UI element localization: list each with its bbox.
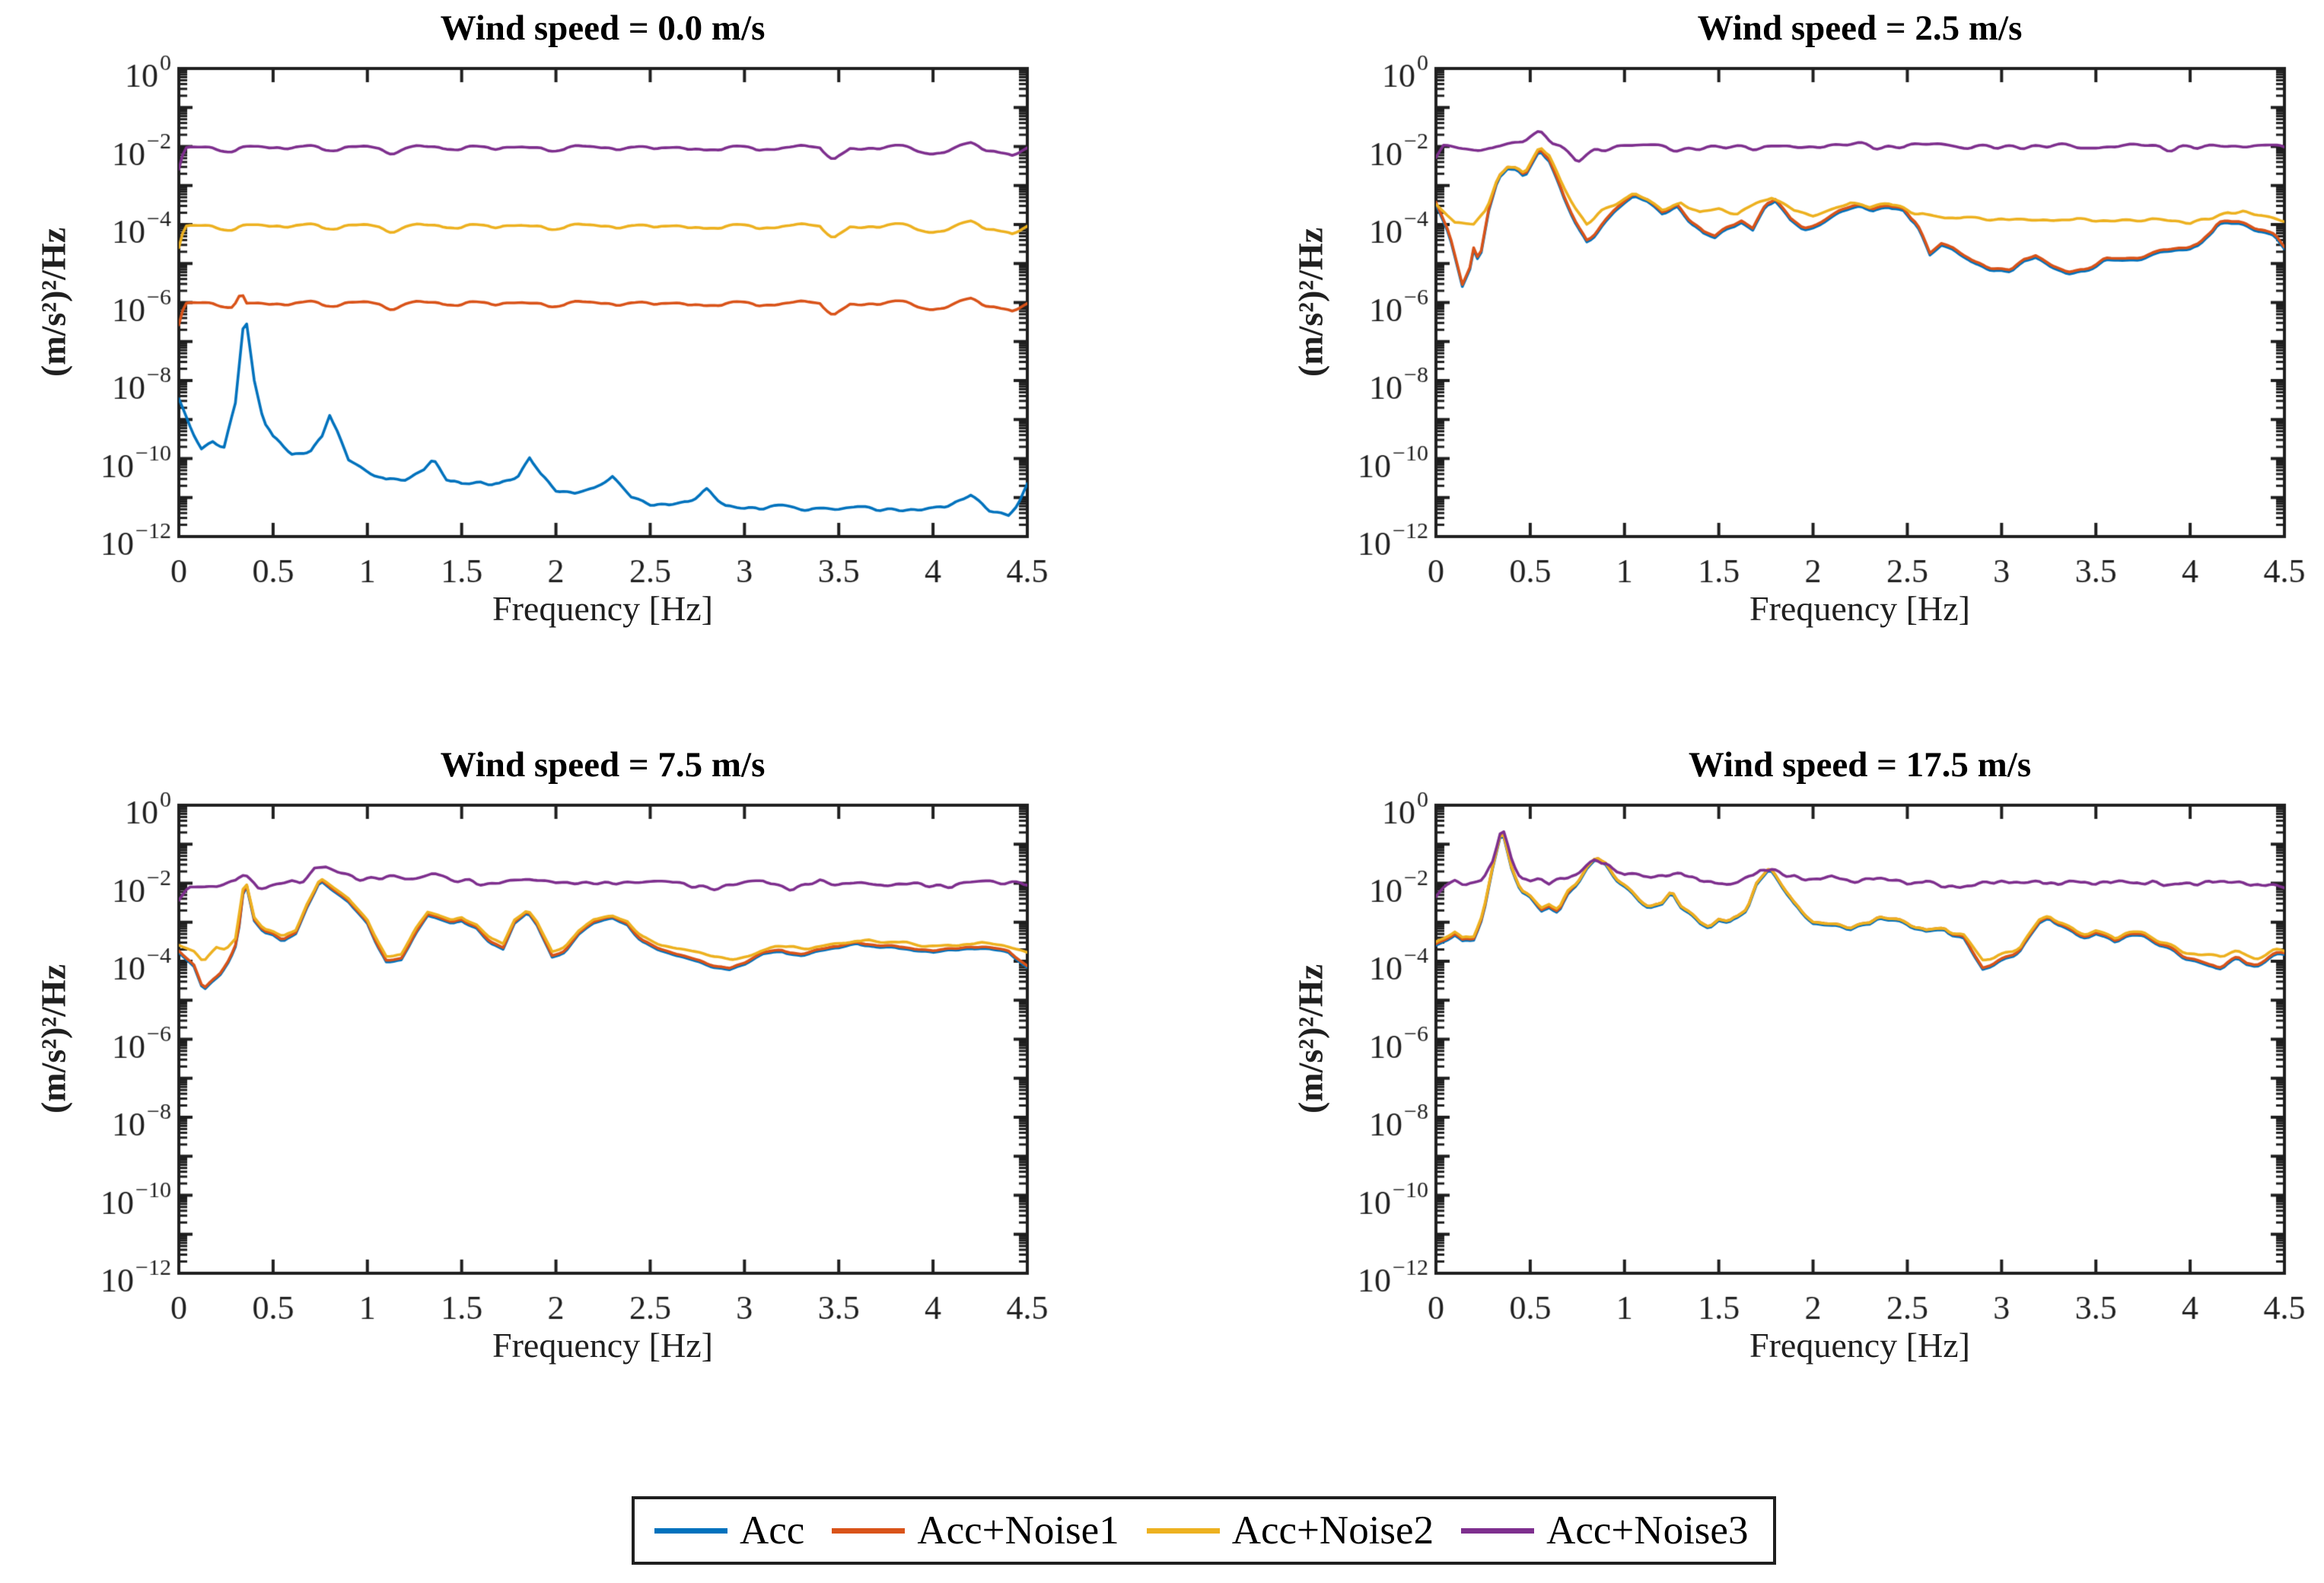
legend-line-swatch bbox=[1146, 1527, 1220, 1534]
legend-item: Acc+Noise3 bbox=[1461, 1508, 1748, 1553]
legend-label: Acc+Noise2 bbox=[1231, 1508, 1434, 1553]
y-axis-label: (m/s²)²/Hz bbox=[33, 227, 73, 377]
x-axis-label: Frequency [Hz] bbox=[492, 1326, 713, 1365]
legend: Acc Acc+Noise1 Acc+Noise2 Acc+Noise3 bbox=[632, 1496, 1776, 1565]
subplot-title: Wind speed = 7.5 m/s bbox=[440, 745, 766, 785]
y-axis-label: (m/s²)²/Hz bbox=[1291, 963, 1330, 1114]
subplot-title: Wind speed = 2.5 m/s bbox=[1697, 8, 2023, 48]
legend-item: Acc+Noise1 bbox=[832, 1508, 1119, 1553]
legend-line-swatch bbox=[654, 1527, 727, 1534]
legend-line-swatch bbox=[832, 1527, 906, 1534]
legend-item: Acc bbox=[654, 1508, 804, 1553]
x-axis-label: Frequency [Hz] bbox=[492, 589, 713, 628]
legend-label: Acc+Noise3 bbox=[1546, 1508, 1749, 1553]
subplot-title: Wind speed = 0.0 m/s bbox=[440, 8, 766, 48]
legend-label: Acc+Noise1 bbox=[917, 1508, 1119, 1553]
y-axis-label: (m/s²)²/Hz bbox=[33, 963, 73, 1114]
x-axis-label: Frequency [Hz] bbox=[1749, 589, 1970, 628]
subplot-title: Wind speed = 17.5 m/s bbox=[1688, 745, 2032, 785]
legend-line-swatch bbox=[1461, 1527, 1535, 1534]
legend-item: Acc+Noise2 bbox=[1146, 1508, 1434, 1553]
legend-label: Acc bbox=[740, 1508, 805, 1553]
y-axis-label: (m/s²)²/Hz bbox=[1291, 227, 1330, 377]
x-axis-label: Frequency [Hz] bbox=[1749, 1326, 1970, 1365]
